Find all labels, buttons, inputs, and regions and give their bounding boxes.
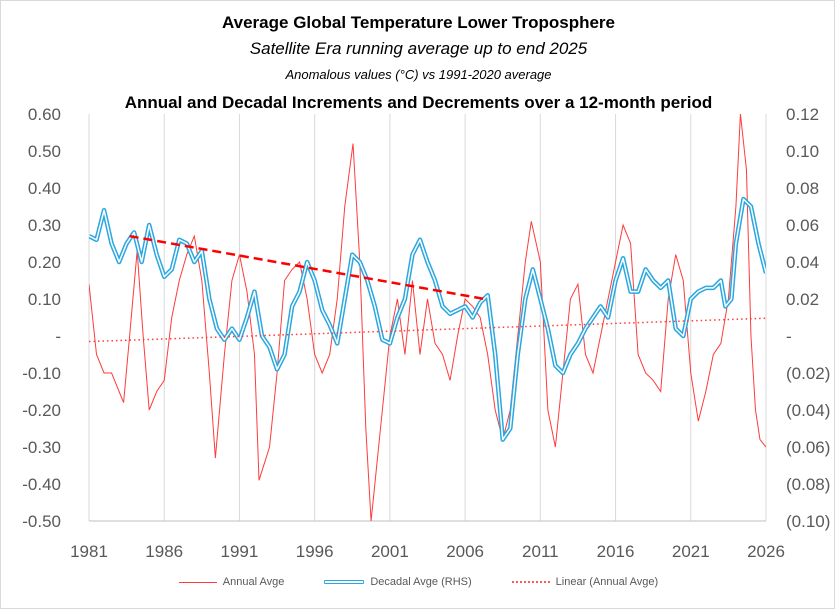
- series-decadal-avge-outer: [89, 196, 766, 442]
- y-right-tick-label: 0.12: [786, 105, 819, 124]
- x-tick-label: 2021: [672, 542, 710, 561]
- y-left-tick-label: 0.10: [28, 290, 61, 309]
- y-left-tick-label: -0.20: [22, 401, 61, 420]
- legend-swatch: [324, 580, 365, 584]
- x-tick-label: 1991: [221, 542, 259, 561]
- y-left-tick-label: -0.10: [22, 364, 61, 383]
- y-left-tick-label: -0.30: [22, 438, 61, 457]
- legend-swatch: [178, 581, 217, 583]
- legend: Annual Avge Decadal Avge (RHS) Linear (A…: [1, 576, 835, 588]
- y-right-tick-label: 0.08: [786, 179, 819, 198]
- legend-item-annual: Annual Avge: [178, 576, 285, 588]
- x-tick-label: 1986: [145, 542, 183, 561]
- legend-item-linear: Linear (Annual Avge): [511, 576, 659, 588]
- legend-label: Annual Avge: [222, 576, 285, 588]
- series-decadal-avge-inner: [89, 198, 766, 441]
- y-left-tick-label: 0.40: [28, 179, 61, 198]
- x-tick-label: 2016: [597, 542, 635, 561]
- y-left-tick-label: 0.20: [28, 253, 61, 272]
- x-tick-label: 2026: [747, 542, 785, 561]
- y-right-tick-label: (0.02): [786, 364, 830, 383]
- x-tick-label: 2001: [371, 542, 409, 561]
- y-right-tick-label: 0.02: [786, 290, 819, 309]
- y-right-tick-label: 0.06: [786, 216, 819, 235]
- chart-subtitle: Satellite Era running average up to end …: [249, 39, 588, 58]
- trendline-dashed: [129, 234, 485, 301]
- y-right-tick-label: -: [786, 327, 792, 346]
- y-right-tick-label: (0.08): [786, 475, 830, 494]
- chart-subtitle-units: Anomalous values (°C) vs 1991-2020 avera…: [285, 67, 552, 82]
- y-right-tick-label: (0.04): [786, 401, 830, 420]
- chart-title: Average Global Temperature Lower Troposp…: [222, 13, 615, 32]
- legend-label: Linear (Annual Avge): [555, 576, 659, 588]
- y-right-tick-label: (0.10): [786, 512, 830, 531]
- x-tick-label: 1981: [70, 542, 108, 561]
- x-tick-label: 1996: [296, 542, 334, 561]
- legend-item-decadal: Decadal Avge (RHS): [324, 576, 472, 588]
- x-tick-label: 2011: [522, 542, 559, 561]
- y-left-tick-label: -: [55, 327, 61, 346]
- series-annual-avge: [89, 113, 766, 522]
- x-tick-label: 2006: [446, 542, 484, 561]
- y-right-tick-label: 0.10: [786, 142, 819, 161]
- y-left-tick-label: -0.50: [22, 512, 61, 531]
- legend-swatch: [511, 581, 550, 583]
- y-left-tick-label: 0.50: [28, 142, 61, 161]
- legend-label: Decadal Avge (RHS): [370, 576, 472, 588]
- y-left-tick-label: 0.60: [28, 105, 61, 124]
- y-left-tick-label: 0.30: [28, 216, 61, 235]
- y-right-tick-label: 0.04: [786, 253, 819, 272]
- y-left-tick-label: -0.40: [22, 475, 61, 494]
- trendline-linear-annual: [88, 317, 767, 343]
- y-right-tick-label: (0.06): [786, 438, 830, 457]
- chart-subtitle-secondary: Annual and Decadal Increments and Decrem…: [124, 93, 713, 112]
